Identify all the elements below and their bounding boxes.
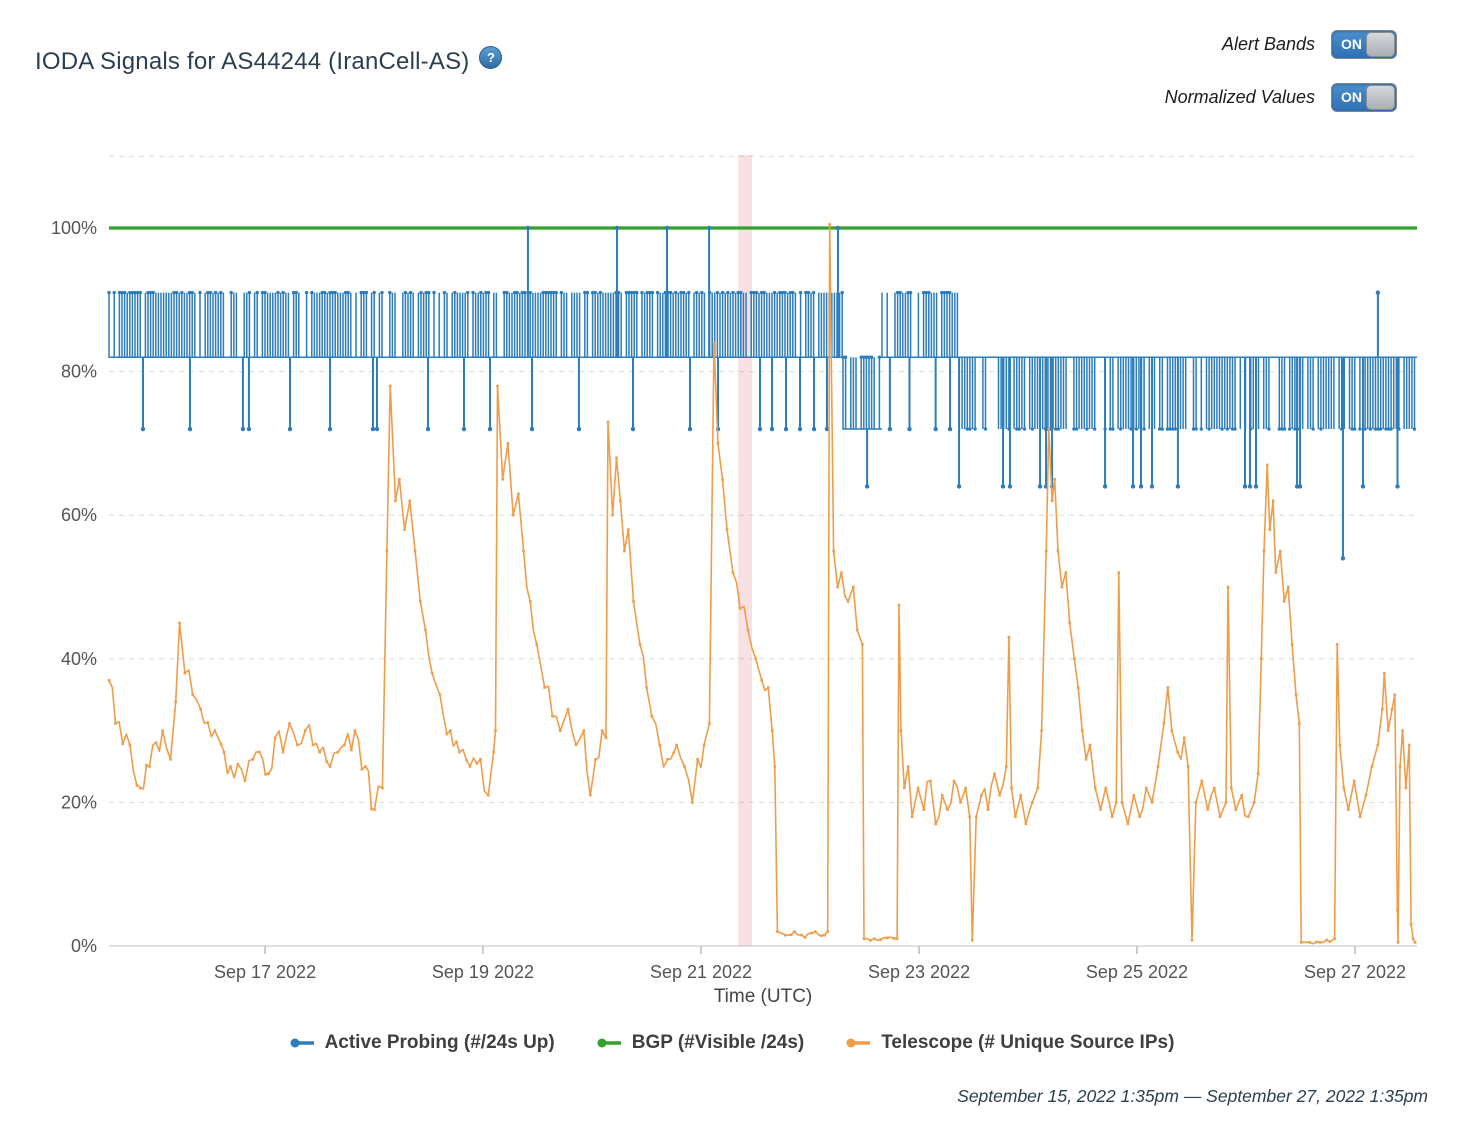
series-active-probing-24s-up- — [107, 225, 1417, 561]
gridlines — [109, 155, 1417, 947]
legend-item-0[interactable]: Active Probing (#/24s Up) — [288, 1032, 555, 1054]
alert-bands-label: Alert Bands — [1221, 34, 1315, 54]
toggle-knob-icon[interactable] — [1366, 32, 1395, 57]
alert-bands-toggle-row: Alert Bands ON — [1222, 30, 1397, 59]
y-tick-label: 40% — [61, 649, 97, 669]
y-tick-label: 20% — [61, 792, 97, 812]
legend-marker-icon — [597, 1038, 621, 1048]
y-tick-label: 80% — [61, 362, 97, 382]
alert-bands-toggle[interactable]: ON — [1331, 30, 1397, 59]
legend-item-1[interactable]: BGP (#Visible /24s) — [595, 1032, 805, 1054]
help-icon[interactable]: ? — [479, 46, 503, 69]
legend-label: BGP (#Visible /24s) — [631, 1032, 805, 1053]
alert-bands — [738, 155, 753, 946]
x-tick-label: Sep 19 2022 — [432, 962, 534, 982]
y-tick-label: 60% — [61, 505, 97, 525]
x-tick-label: Sep 17 2022 — [214, 962, 316, 982]
page-header: IODA Signals for AS44244 (IranCell-AS) ? — [35, 46, 503, 76]
normalized-values-toggle[interactable]: ON — [1331, 83, 1397, 112]
normalized-values-toggle-row: Normalized Values ON — [1165, 83, 1397, 112]
y-tick-label: 100% — [51, 218, 97, 238]
normalized-values-toggle-state: ON — [1341, 89, 1362, 105]
x-tick-label: Sep 23 2022 — [868, 962, 970, 982]
toggle-panel: Alert Bands ON Normalized Values ON — [1165, 30, 1397, 112]
alert-bands-toggle-state: ON — [1341, 36, 1362, 52]
x-axis-title: Time (UTC) — [714, 986, 813, 1007]
toggle-knob-icon[interactable] — [1366, 85, 1395, 110]
page-title: IODA Signals for AS44244 (IranCell-AS) — [35, 48, 470, 75]
axes: 0% 20% 40% 60% 80% 100% Sep 17 2022 Sep 19 2022… — [51, 218, 1406, 1007]
x-tick-label: Sep 21 2022 — [650, 962, 752, 982]
legend-marker-icon — [290, 1038, 314, 1048]
signals-chart[interactable]: 0% 20% 40% 60% 80% 100% Sep 17 2022 Sep 19 2022… — [0, 0, 1462, 1010]
legend-label: Telescope (# Unique Source IPs) — [881, 1032, 1175, 1053]
time-range-caption: September 15, 2022 1:35pm — September 27… — [957, 1086, 1428, 1106]
legend-item-2[interactable]: Telescope (# Unique Source IPs) — [844, 1032, 1174, 1054]
legend-marker-icon — [846, 1038, 871, 1048]
series-telescope-unique-source-ips- — [107, 223, 1417, 945]
chart-legend: Active Probing (#/24s Up) BGP (#Visible /… — [0, 1032, 1462, 1054]
x-tick-label: Sep 25 2022 — [1086, 962, 1188, 982]
x-tick-label: Sep 27 2022 — [1304, 962, 1406, 982]
alert-band — [738, 155, 753, 946]
y-tick-label: 0% — [71, 936, 97, 956]
legend-label: Active Probing (#/24s Up) — [324, 1032, 555, 1053]
normalized-values-label: Normalized Values — [1164, 87, 1315, 107]
